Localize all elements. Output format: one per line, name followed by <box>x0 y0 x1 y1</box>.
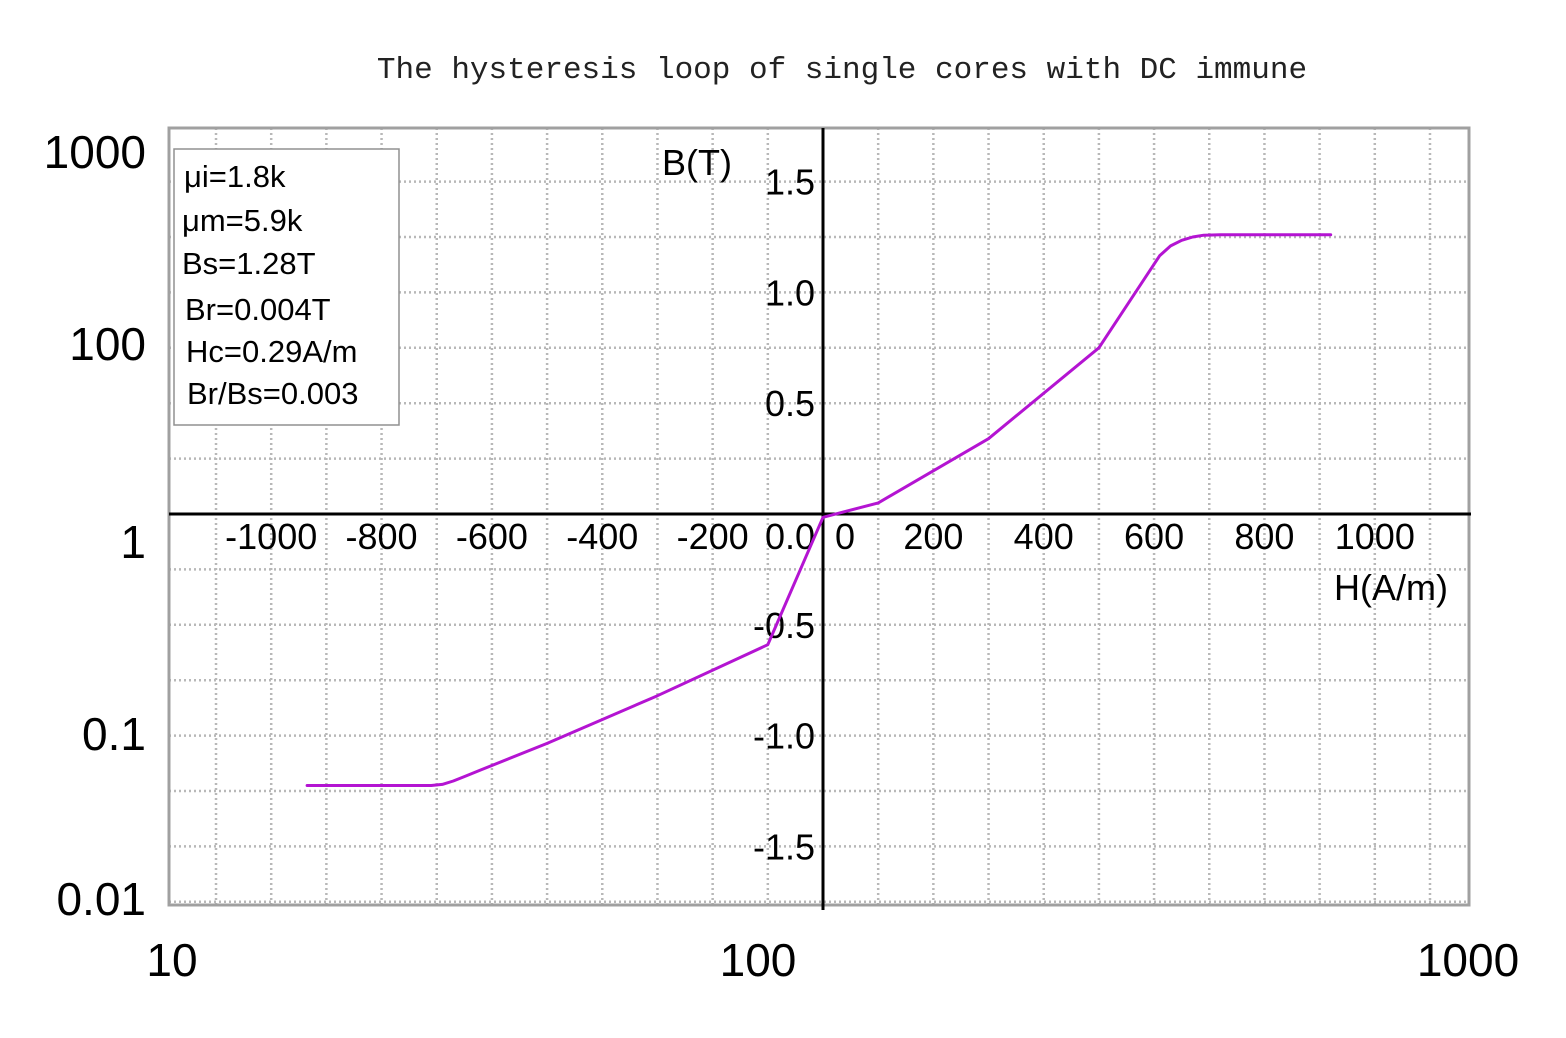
info-hc: Hc=0.29A/m <box>186 334 357 369</box>
x-tick-label: 800 <box>1234 516 1294 557</box>
linear-axis-ticks: -1000 -800 -600 -400 -200 0 200 400 600 800 1000 1.… <box>225 162 1415 868</box>
x-tick-label: -1000 <box>225 516 317 557</box>
y-tick-label: 0.5 <box>765 383 815 424</box>
y-tick-label: 1.0 <box>765 272 815 313</box>
y-tick-label: -0.5 <box>753 605 815 646</box>
log-y-tick-label: 1000 <box>44 126 146 178</box>
log-y-tick-label: 100 <box>69 318 146 370</box>
x-tick-label: -200 <box>677 516 749 557</box>
series-layer <box>305 233 1333 787</box>
y-tick-label: -1.5 <box>753 826 815 867</box>
log-y-tick-label: 1 <box>120 516 146 568</box>
x-tick-label: 600 <box>1124 516 1184 557</box>
log-y-tick-label: 0.1 <box>82 708 146 760</box>
log-x-tick-label: 10 <box>146 934 197 986</box>
y-axis-label: B(T) <box>662 142 732 183</box>
info-br: Br=0.004T <box>185 292 331 327</box>
log-x-tick-label: 100 <box>720 934 797 986</box>
series-line <box>305 233 1333 787</box>
log-x-tick-label: 1000 <box>1417 934 1519 986</box>
info-box: μi=1.8k μm=5.9k Bs=1.28T Br=0.004T Hc=0.… <box>173 148 400 426</box>
y-tick-label: -1.0 <box>753 716 815 757</box>
x-tick-label: -600 <box>456 516 528 557</box>
plot-frame <box>167 126 1471 907</box>
y-tick-label: 0.0 <box>765 516 815 557</box>
info-bs: Bs=1.28T <box>182 246 316 281</box>
x-tick-label: 0 <box>835 516 855 557</box>
info-box-frame <box>173 148 400 426</box>
chart-title: The hysteresis loop of single cores with… <box>377 53 1307 88</box>
log-y-tick-label: 0.01 <box>56 873 146 925</box>
y-tick-label: 1.5 <box>765 162 815 203</box>
x-axis-label: H(A/m) <box>1334 567 1448 608</box>
x-tick-label: 200 <box>903 516 963 557</box>
info-br-bs: Br/Bs=0.003 <box>187 376 358 411</box>
x-tick-label: 400 <box>1014 516 1074 557</box>
info-mu-m: μm=5.9k <box>182 203 303 238</box>
info-mu-i: μi=1.8k <box>184 159 286 194</box>
x-tick-label: -400 <box>566 516 638 557</box>
x-tick-label: 1000 <box>1335 516 1415 557</box>
x-tick-label: -800 <box>346 516 418 557</box>
log-axis-ticks: 10 100 1000 1000 100 1 0.1 0.01 <box>44 126 1520 986</box>
